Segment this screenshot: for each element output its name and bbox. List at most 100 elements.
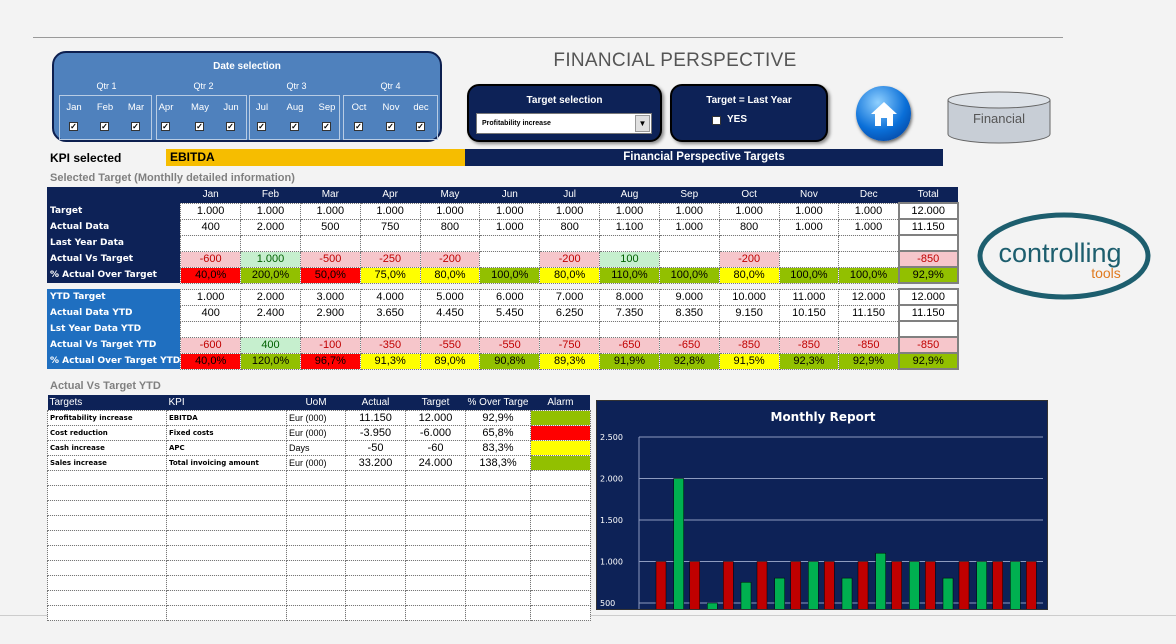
- empty-cell: [345, 574, 406, 591]
- month-checkbox-jan[interactable]: ✓: [69, 122, 78, 131]
- empty-cell: [166, 559, 287, 576]
- data-cell: 1.000: [359, 202, 421, 220]
- table-row: Sales increase Total invoicing amount Eur …: [47, 454, 591, 471]
- monthly-table: Jan Feb Mar Apr May Jun Jul Aug Sep Oct Nov Dec Tota…: [47, 187, 959, 370]
- column-header: Dec: [838, 187, 899, 203]
- chevron-down-icon[interactable]: ▼: [635, 115, 650, 132]
- month-checkbox-jul[interactable]: ✓: [257, 122, 266, 131]
- data-cell: 91,3%: [359, 352, 421, 370]
- column-header: Alarm: [530, 395, 591, 410]
- month-checkbox-aug[interactable]: ✓: [290, 122, 299, 131]
- data-cell: -750: [539, 336, 601, 354]
- empty-cell: [465, 604, 531, 621]
- data-cell: 12.000: [838, 288, 900, 306]
- month-checkbox-apr[interactable]: ✓: [161, 122, 170, 131]
- month-checkbox-may[interactable]: ✓: [195, 122, 204, 131]
- data-cell: 100,0%: [838, 266, 900, 284]
- cell-kpi: APC: [166, 439, 287, 456]
- empty-row: [47, 589, 591, 606]
- controlling-tools-logo: controlling tools: [976, 210, 1156, 302]
- target-bar-apr: [756, 561, 768, 609]
- data-cell: 800: [539, 218, 601, 236]
- data-cell: [240, 234, 301, 252]
- empty-cell: [465, 589, 531, 606]
- data-cell: [778, 250, 840, 268]
- data-cell: 800: [718, 218, 780, 236]
- target-selection-dropdown[interactable]: Profitability increase ▼: [476, 113, 652, 134]
- target-bar-sep: [925, 561, 936, 609]
- data-cell: -350: [359, 336, 421, 354]
- yes-checkbox[interactable]: [712, 116, 721, 125]
- empty-cell: [47, 484, 167, 501]
- empty-cell: [465, 529, 531, 546]
- data-cell: 1.000: [838, 202, 900, 220]
- month-label-jul: Jul: [255, 102, 269, 113]
- data-cell: [599, 234, 660, 252]
- target-bar-oct: [958, 561, 970, 609]
- data-cell: 6.000: [479, 288, 541, 306]
- data-cell: 10.150: [778, 304, 840, 322]
- empty-cell: [465, 469, 531, 486]
- month-checkbox-feb[interactable]: ✓: [100, 122, 109, 131]
- empty-cell: [166, 514, 287, 531]
- home-button[interactable]: [856, 86, 911, 141]
- logo-subtext: tools: [1091, 265, 1121, 281]
- empty-cell: [47, 514, 167, 531]
- y-tick-label: 1.500: [600, 516, 623, 525]
- target-bar-may: [790, 561, 801, 609]
- month-checkbox-dec[interactable]: ✓: [416, 122, 425, 131]
- column-header: % Over Targe: [465, 395, 531, 410]
- target-bar-jul: [857, 561, 869, 609]
- data-cell: 1.000: [419, 202, 481, 220]
- empty-cell: [286, 559, 346, 576]
- empty-row: [47, 484, 591, 501]
- empty-cell: [166, 604, 287, 621]
- data-cell: 1.000: [599, 202, 660, 220]
- column-header: Aug: [599, 187, 660, 203]
- column-header: Mar: [300, 187, 361, 203]
- total-cell: [897, 234, 959, 252]
- data-cell: -550: [479, 336, 541, 354]
- empty-cell: [166, 499, 287, 516]
- row-label: YTD Target: [47, 289, 181, 305]
- month-checkbox-mar[interactable]: ✓: [131, 122, 140, 131]
- month-checkbox-sep[interactable]: ✓: [322, 122, 331, 131]
- data-cell: 91,9%: [599, 352, 660, 370]
- data-cell: [479, 250, 541, 268]
- column-header: Jun: [479, 187, 540, 203]
- cell-actual: 11.150: [345, 409, 406, 426]
- table-row: Lst Year Data YTD: [47, 320, 959, 338]
- data-cell: -200: [419, 250, 481, 268]
- table-row: Actual Vs Target YTD -600 400 -100 -350 -550-…: [47, 336, 959, 354]
- empty-cell: [405, 484, 466, 501]
- table-row: % Actual Over Target 40,0% 200,0% 50,0% 75,0…: [47, 266, 959, 284]
- month-checkbox-nov[interactable]: ✓: [386, 122, 395, 131]
- financial-button[interactable]: Financial: [946, 90, 1052, 144]
- data-cell: 1.000: [539, 202, 601, 220]
- quarter-label: Qtr 3: [286, 81, 307, 91]
- empty-row: [47, 574, 591, 591]
- month-checkbox-oct[interactable]: ✓: [354, 122, 363, 131]
- month-checkbox-jun[interactable]: ✓: [226, 122, 235, 131]
- data-cell: -850: [778, 336, 840, 354]
- empty-cell: [345, 559, 406, 576]
- y-tick-label: 2.000: [600, 475, 623, 484]
- data-cell: 400: [240, 336, 301, 354]
- cell-pct: 83,3%: [465, 439, 531, 456]
- column-header: Target: [405, 395, 466, 410]
- empty-cell: [166, 574, 287, 591]
- data-cell: [479, 234, 541, 252]
- month-label-mar: Mar: [127, 102, 145, 113]
- actual-bar-mar: [707, 602, 718, 609]
- data-cell: -850: [718, 336, 780, 354]
- ytd-section-title: Actual Vs Target YTD: [50, 380, 161, 392]
- logo-text: controlling: [998, 238, 1121, 268]
- kpi-value: EBITDA: [166, 149, 465, 166]
- empty-cell: [47, 544, 167, 561]
- target-bar-jun: [824, 561, 835, 609]
- empty-cell: [345, 544, 406, 561]
- targets-banner: Financial Perspective Targets: [465, 149, 943, 166]
- data-cell: [299, 320, 361, 338]
- month-label-apr: Apr: [158, 102, 174, 113]
- data-cell: -650: [658, 336, 720, 354]
